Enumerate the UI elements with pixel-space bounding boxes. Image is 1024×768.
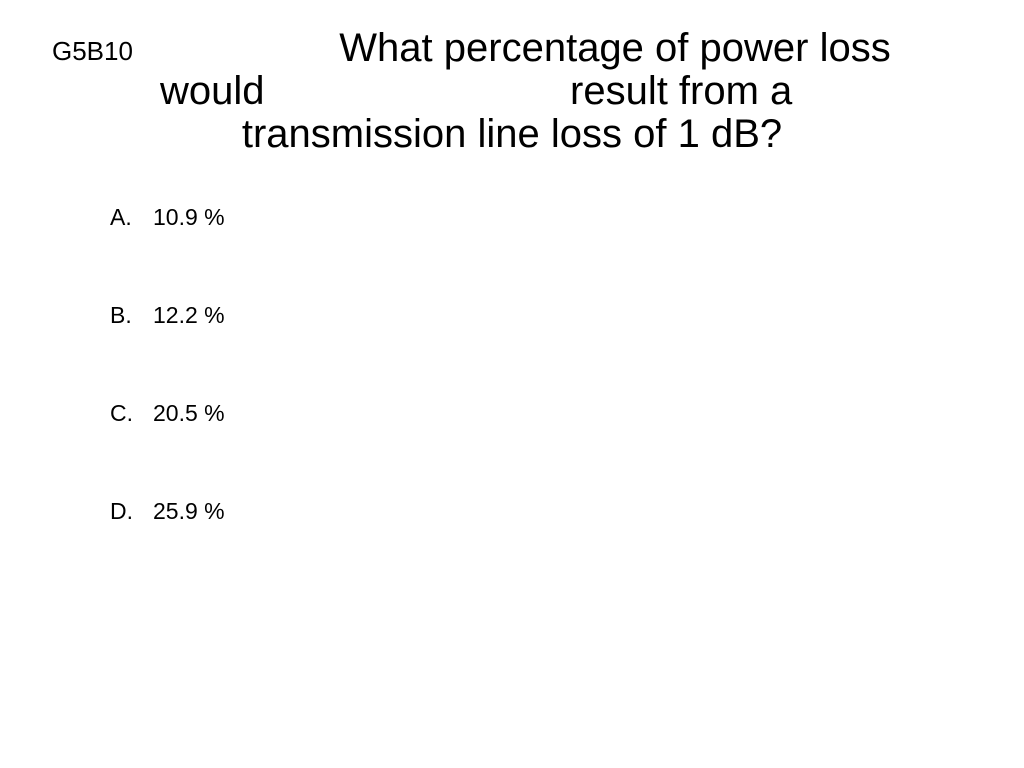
question-line: What percentage of power loss [339, 26, 891, 70]
option-letter: B. [110, 302, 132, 328]
option-text: 12.2 % [153, 302, 225, 328]
question-line: result from a [570, 69, 793, 113]
option-letter: D. [110, 498, 133, 524]
option-text: 25.9 % [153, 498, 225, 524]
question-line: would [160, 69, 265, 113]
option-text: 20.5 % [153, 400, 225, 426]
option-text: 10.9 % [153, 204, 225, 230]
question-line: transmission line loss of 1 dB? [241, 112, 783, 156]
option-letter: A. [110, 204, 132, 230]
option-letter: C. [110, 400, 133, 426]
question-code: G5B10 [52, 36, 133, 66]
